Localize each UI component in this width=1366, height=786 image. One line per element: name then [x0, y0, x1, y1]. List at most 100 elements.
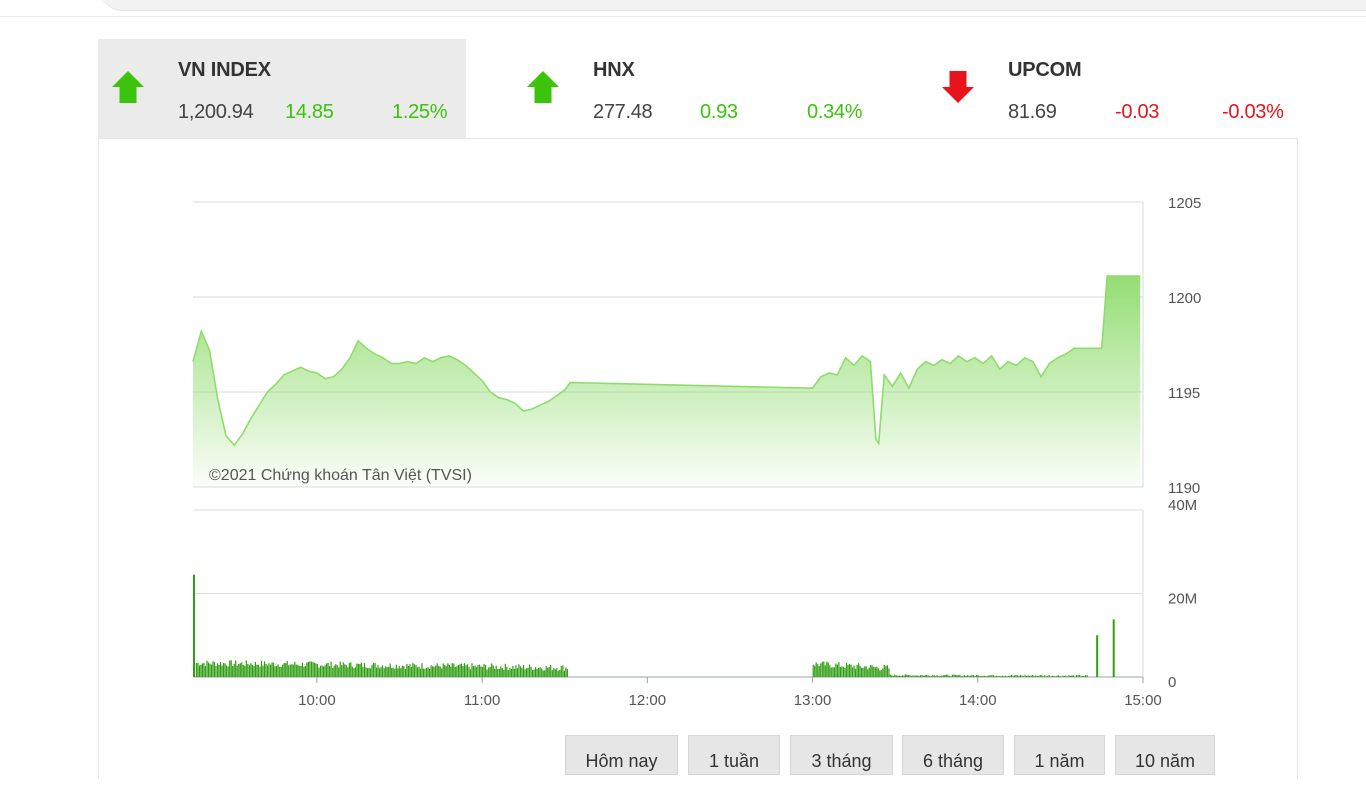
volume-bar: [528, 664, 531, 677]
volume-bar: [918, 675, 920, 677]
volume-bar: [524, 669, 526, 677]
volume-bar: [324, 665, 326, 677]
volume-bar: [304, 665, 306, 677]
volume-tick-label: 0: [1168, 674, 1176, 691]
volume-bar: [563, 670, 565, 677]
volume-bar: [1035, 675, 1037, 677]
volume-bar: [427, 667, 429, 677]
volume-bar: [985, 676, 987, 677]
volume-bar: [286, 661, 288, 677]
volume-bar: [1085, 675, 1087, 677]
volume-bar: [901, 675, 903, 677]
volume-bar: [448, 665, 450, 677]
volume-bar: [909, 675, 911, 677]
volume-bar: [565, 667, 567, 677]
ticker-vnindex[interactable]: VN INDEX 1,200.94 14.85 1.25%: [98, 39, 466, 138]
volume-bar: [861, 667, 863, 677]
volume-bar: [1054, 676, 1056, 677]
volume-bar: [906, 674, 908, 677]
volume-bar: [895, 675, 897, 677]
volume-bar: [974, 676, 976, 677]
volume-bar: [903, 675, 905, 677]
volume-bar: [833, 667, 835, 677]
volume-bar: [904, 674, 906, 677]
volume-bar: [485, 665, 487, 677]
volume-bar: [544, 670, 546, 677]
volume-bar: [500, 666, 502, 677]
volume-bar: [471, 663, 473, 677]
volume-bar: [553, 668, 555, 677]
period-button-1-week[interactable]: 1 tuần: [688, 735, 780, 775]
volume-bar: [266, 665, 269, 677]
volume-bar: [991, 675, 993, 677]
ticker-upcom[interactable]: UPCOM 81.69 -0.03 -0.03%: [928, 39, 1296, 138]
volume-bar: [447, 663, 449, 677]
volume-bar: [254, 661, 256, 677]
volume-bar: [513, 668, 515, 677]
period-button-today[interactable]: Hôm nay: [565, 735, 678, 775]
volume-bar: [841, 666, 843, 677]
volume-bar: [366, 668, 369, 677]
price-tick-label: 1200: [1168, 290, 1201, 307]
volume-bar: [865, 666, 867, 677]
volume-bar: [262, 665, 264, 677]
period-button-1-year[interactable]: 1 năm: [1014, 735, 1105, 775]
volume-bar: [898, 675, 900, 677]
volume-bar: [327, 663, 329, 677]
price-tick-label: 1205: [1168, 195, 1201, 212]
volume-bar: [989, 675, 991, 677]
volume-bar: [329, 666, 331, 677]
volume-bar: [1016, 675, 1019, 677]
volume-bar: [344, 664, 346, 677]
volume-bar: [963, 675, 966, 677]
volume-bar: [265, 664, 267, 677]
volume-bar: [547, 667, 549, 677]
period-button-6-months[interactable]: 6 tháng: [902, 735, 1004, 775]
volume-bar: [404, 668, 406, 677]
volume-bar: [236, 665, 238, 677]
period-button-10-years[interactable]: 10 năm: [1115, 735, 1215, 775]
volume-bar: [927, 675, 929, 677]
volume-bar: [257, 664, 259, 677]
volume-bar: [820, 663, 822, 677]
volume-bar: [968, 675, 970, 677]
volume-bar: [510, 669, 512, 677]
volume-bar: [1042, 676, 1044, 677]
ticker-hnx[interactable]: HNX 277.48 0.93 0.34%: [513, 39, 881, 138]
volume-bar: [1083, 675, 1085, 677]
period-button-3-months[interactable]: 3 tháng: [790, 735, 893, 775]
volume-bar: [1072, 675, 1075, 677]
volume-bar: [459, 664, 461, 677]
volume-bar: [248, 665, 250, 677]
volume-bar: [829, 665, 831, 677]
volume-bar: [880, 670, 882, 677]
volume-bar: [948, 675, 950, 677]
volume-bar: [1077, 675, 1079, 677]
volume-bar: [957, 675, 959, 677]
volume-bar: [235, 660, 237, 677]
volume-tick-label: 20M: [1168, 591, 1197, 608]
volume-bar: [198, 665, 200, 677]
volume-bar: [316, 664, 319, 677]
volume-bar: [826, 661, 828, 677]
volume-bar: [348, 662, 350, 677]
volume-bar: [479, 664, 481, 677]
volume-bar: [882, 668, 884, 677]
volume-bar: [274, 666, 276, 677]
volume-bar: [460, 663, 462, 677]
volume-bar: [1059, 676, 1061, 677]
volume-bar: [1010, 675, 1012, 677]
volume-bar: [1071, 675, 1073, 677]
volume-bar: [947, 674, 949, 677]
volume-bar: [247, 664, 249, 677]
volume-bar: [394, 668, 396, 677]
volume-bar: [536, 668, 538, 677]
x-tick-label: 13:00: [794, 692, 832, 709]
ticker-name: VN INDEX: [178, 59, 271, 81]
volume-bar: [559, 670, 561, 677]
volume-bar: [539, 667, 541, 677]
volume-bar: [844, 667, 846, 677]
volume-bar: [858, 663, 860, 677]
volume-bar: [966, 675, 969, 677]
volume-bar: [1001, 675, 1003, 677]
